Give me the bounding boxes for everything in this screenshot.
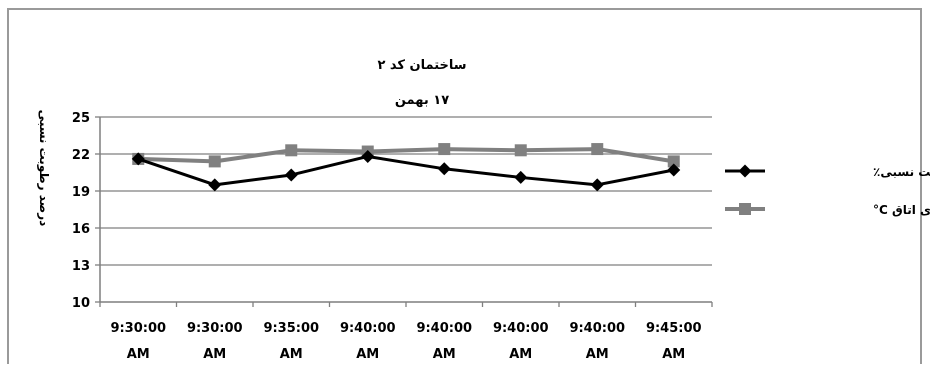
chart-subtitle: ۱۷ بهمن	[395, 93, 449, 108]
data-point	[738, 164, 752, 178]
x-tick-label: AM	[203, 347, 226, 362]
gridlines	[100, 116, 712, 266]
legend-label: دمای هوای اتاق C°	[873, 203, 930, 218]
data-point	[361, 149, 375, 163]
data-point	[591, 143, 604, 156]
data-point	[131, 152, 145, 166]
chart-title: ساختمان کد ۲	[377, 58, 466, 73]
x-tick-label: AM	[356, 347, 379, 362]
data-point	[590, 178, 604, 192]
y-tick-label: 13	[72, 259, 90, 274]
data-point	[208, 155, 221, 168]
x-tick-label: 9:30:00	[110, 321, 166, 336]
x-tick-label: AM	[586, 347, 609, 362]
x-tick-label: 9:35:00	[263, 321, 319, 336]
x-tick-label: AM	[127, 347, 150, 362]
chart-border	[7, 8, 922, 364]
data-point	[514, 144, 527, 157]
data-point	[438, 143, 451, 156]
data-point	[739, 203, 751, 215]
x-tick-label: 9:30:00	[187, 321, 243, 336]
x-tick-label: 9:40:00	[340, 321, 396, 336]
x-tick-label: 9:45:00	[646, 321, 702, 336]
series-line	[137, 154, 675, 187]
x-axis-ticks: 9:30:00 AM 9:30:00 AM 9:35:00 AM 9:40:00 AM 9:40…	[110, 321, 701, 362]
y-tick-label: 22	[72, 148, 90, 163]
x-tick-label: 9:40:00	[493, 321, 549, 336]
data-point	[284, 168, 298, 182]
data-point	[667, 155, 680, 168]
y-axis-ticks: 10 13 16 19 22 25	[72, 111, 90, 311]
axes	[95, 116, 713, 307]
data-point	[208, 178, 222, 192]
x-tick-label: 9:40:00	[569, 321, 625, 336]
y-axis-label: درصد رطوبت نسبی	[36, 110, 51, 227]
data-point	[437, 162, 451, 176]
x-tick-label: 9:40:00	[416, 321, 472, 336]
y-tick-label: 16	[72, 222, 90, 237]
data-point	[285, 144, 298, 157]
series-line	[138, 147, 675, 164]
series-layer	[131, 143, 681, 192]
y-tick-label: 19	[72, 185, 90, 200]
legend-label: رطوبت نسبی٪	[873, 165, 930, 180]
y-tick-label: 10	[72, 296, 90, 311]
data-point	[667, 163, 681, 177]
x-tick-label: AM	[433, 347, 456, 362]
legend: رطوبت نسبی٪ دمای هوای اتاق C°	[725, 164, 930, 218]
y-tick-label: 25	[72, 111, 90, 126]
data-point	[514, 170, 528, 184]
x-tick-label: AM	[509, 347, 532, 362]
x-tick-label: AM	[280, 347, 303, 362]
x-tick-label: AM	[662, 347, 685, 362]
